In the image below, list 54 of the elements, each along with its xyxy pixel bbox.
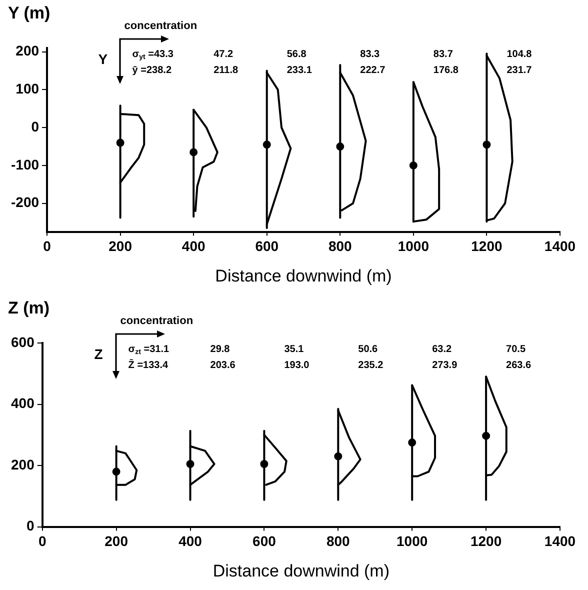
x-tick-label: 0 [43,238,52,254]
x-tick-label: 1200 [470,533,502,550]
x-axis-title: Distance downwind (m) [212,561,390,580]
y-tick-label: 100 [16,80,40,97]
y-axis-title: Y (m) [8,4,50,23]
x-tick-label: 1400 [544,533,576,550]
x-tick-label: 600 [252,533,276,550]
annotation: 211.8 [214,64,238,76]
x-tick-label: 1400 [544,238,576,254]
annotation: 235.2 [358,360,384,371]
annotation: 83.3 [360,48,380,60]
x-tick-label: 600 [255,238,279,254]
x-tick-label: 1000 [396,533,428,550]
annotation: 263.6 [506,360,532,371]
annotation: 63.2 [432,344,452,355]
y-tick-label: 0 [31,118,40,134]
annotation: 29.8 [210,344,230,355]
annotation: 104.8 [506,48,532,60]
annotation: 50.6 [358,344,378,355]
x-tick-label: 1200 [471,238,502,254]
y-tick-label: 200 [11,456,35,472]
annotation: Z [94,346,104,362]
x-tick-label: 400 [178,533,202,550]
x-tick-label: 200 [108,238,132,254]
y-tick-label: 200 [16,42,40,59]
x-axis-title: Distance downwind (m) [215,266,392,286]
text: concentration [120,315,194,328]
x-tick-label: 1000 [398,238,430,254]
annotation: 47.2 [214,48,234,60]
y-tick-label: 400 [11,395,35,412]
annotation: 273.9 [432,360,458,371]
annotation: 176.8 [433,64,459,76]
annotation: 233.1 [286,64,312,76]
annotation: Y [98,50,108,67]
annotation: 56.8 [286,48,307,60]
annotation: 193.0 [284,360,310,371]
y-axis-title: Z (m) [8,298,50,318]
text: concentration [124,20,198,32]
annotation: 83.7 [433,48,454,60]
x-tick-label: 400 [182,238,206,254]
y-tick-label: 0 [26,518,35,534]
y-tick-label: -200 [10,194,40,210]
annotation: 70.5 [506,344,526,355]
annotation: 203.6 [210,360,236,371]
x-tick-label: 200 [104,533,128,550]
annotation: 35.1 [284,344,304,355]
x-tick-label: 800 [328,238,352,254]
annotation: 231.7 [506,64,532,76]
annotation: 222.7 [360,64,386,76]
annotation: Z̄ =133.4 [128,358,168,371]
x-tick-label: 800 [326,533,350,550]
annotation: ȳ =238.2 [132,64,172,76]
y-tick-label: -100 [10,156,40,172]
y-tick-label: 600 [11,334,35,350]
